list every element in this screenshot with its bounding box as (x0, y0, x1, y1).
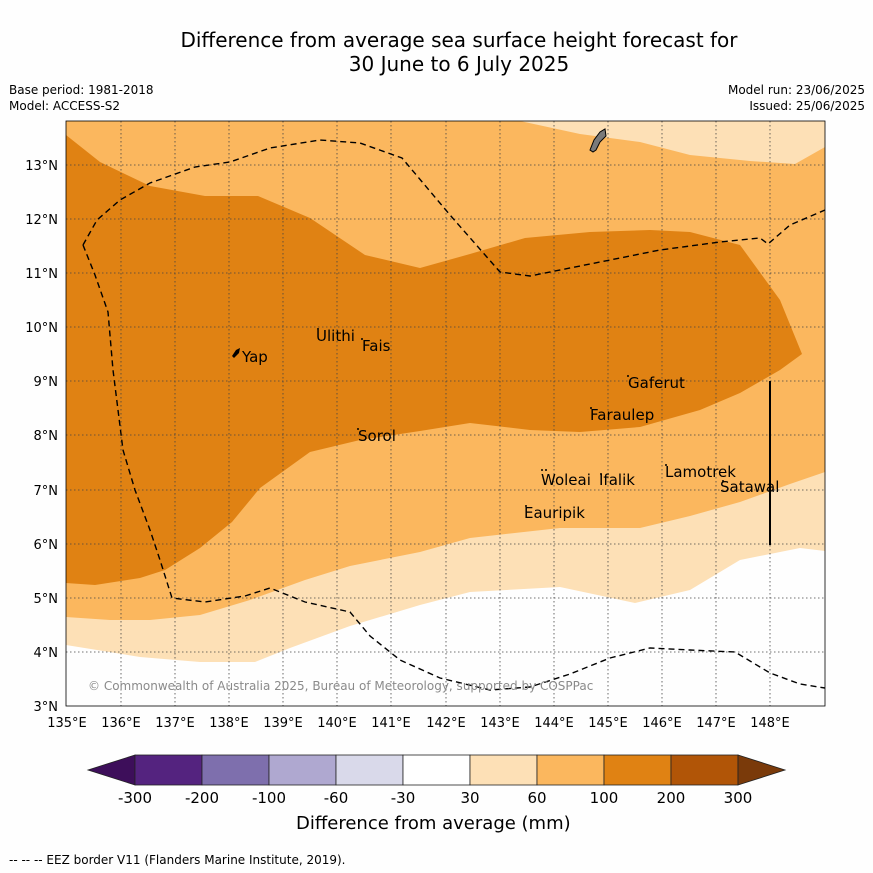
base-period: Base period: 1981-2018 (9, 83, 154, 97)
eez-border (82, 139, 825, 691)
place-lamotrek: Lamotrek (665, 463, 736, 481)
colorbar-label: 30 (460, 789, 479, 807)
meta-right: Model run: 23/06/2025 Issued: 25/06/2025 (728, 82, 865, 114)
lat-tick: 13°N (25, 159, 58, 174)
lon-tick: 146°E (642, 716, 682, 731)
lon-tick: 138°E (209, 716, 249, 731)
band-100-200 (66, 135, 802, 585)
lon-tick: 135°E (47, 716, 87, 731)
island-markers (317, 328, 724, 507)
lat-tick: 4°N (34, 646, 59, 661)
map-title: Difference from average sea surface heig… (0, 28, 873, 76)
colorbar-swatch (402, 754, 471, 786)
lon-tick: 136°E (101, 716, 141, 731)
lon-tick: 139°E (263, 716, 303, 731)
place-satawal: Satawal (720, 478, 779, 496)
colorbar-label: -200 (185, 789, 219, 807)
place-ifalik: Ifalik (599, 471, 635, 489)
lon-tick: 143°E (480, 716, 520, 731)
lon-tick: 147°E (696, 716, 736, 731)
lon-tick-labels: 135°E 136°E 137°E 138°E 139°E 140°E 141°… (47, 716, 790, 731)
lat-tick: 9°N (34, 375, 59, 390)
colorbar-swatch (603, 754, 672, 786)
lat-tick: 6°N (34, 538, 59, 553)
place-faraulep: Faraulep (590, 406, 654, 424)
colorbar: -300 -200 -100 -60 -30 30 60 100 200 300 (86, 754, 787, 807)
colorbar-label: -100 (252, 789, 286, 807)
lat-tick: 7°N (34, 484, 59, 499)
lon-tick: 148°E (750, 716, 790, 731)
colorbar-swatch (268, 754, 337, 786)
place-gaferut: Gaferut (628, 374, 685, 392)
lat-tick: 5°N (34, 592, 59, 607)
map-title-line2: 30 June to 6 July 2025 (348, 52, 570, 76)
copyright-text: © Commonwealth of Australia 2025, Bureau… (88, 679, 593, 693)
colorbar-label: -300 (118, 789, 152, 807)
colorbar-labels: -300 -200 -100 -60 -30 30 60 100 200 300 (118, 789, 752, 807)
meta-left: Base period: 1981-2018 Model: ACCESS-S2 (9, 82, 154, 114)
place-woleai: Woleai (541, 471, 591, 489)
model-run: Model run: 23/06/2025 (727, 83, 865, 97)
lon-tick: 140°E (317, 716, 357, 731)
colorbar-swatch (469, 754, 538, 786)
lat-tick: 11°N (25, 267, 58, 282)
colorbar-title: Difference from average (mm) (296, 813, 571, 834)
place-fais: Fais (362, 337, 391, 355)
eez-footnote: -- -- -- EEZ border V11 (Flanders Marine… (9, 853, 346, 867)
place-labels: Yap Ulithi Fais Gaferut Faraulep Sorol L… (241, 327, 779, 522)
map-frame (65, 120, 826, 707)
lat-tick: 12°N (25, 213, 58, 228)
colorbar-extend-low (86, 754, 136, 786)
lat-tick: 10°N (25, 321, 58, 336)
lon-tick: 145°E (588, 716, 628, 731)
model-name: Model: ACCESS-S2 (9, 99, 121, 113)
place-ulithi: Ulithi (316, 327, 355, 345)
colorbar-label: -60 (324, 789, 349, 807)
colorbar-label: 300 (724, 789, 753, 807)
lon-tick: 141°E (371, 716, 411, 731)
colorbar-extend-high (737, 754, 787, 786)
map-area: Yap Ulithi Fais Gaferut Faraulep Sorol L… (66, 121, 825, 706)
lat-tick-labels: 3°N 4°N 5°N 6°N 7°N 8°N 9°N 10°N 11°N 12… (25, 159, 58, 715)
colorbar-label: 60 (527, 789, 546, 807)
colorbar-label: -30 (391, 789, 416, 807)
lon-tick: 137°E (155, 716, 195, 731)
colorbar-swatch (536, 754, 605, 786)
guam-island (589, 128, 607, 153)
map-title-line1: Difference from average sea surface heig… (180, 28, 738, 52)
colorbar-swatch (201, 754, 270, 786)
colorbar-label: 200 (657, 789, 686, 807)
place-eauripik: Eauripik (524, 504, 585, 522)
colorbar-swatch (335, 754, 404, 786)
lat-tick: 3°N (34, 700, 59, 715)
colorbar-swatch (670, 754, 739, 786)
colorbar-swatch (134, 754, 203, 786)
issued-date: Issued: 25/06/2025 (749, 99, 865, 113)
lon-tick: 142°E (426, 716, 466, 731)
place-yap: Yap (241, 348, 268, 366)
place-sorol: Sorol (358, 427, 396, 445)
lon-tick: 144°E (534, 716, 574, 731)
colorbar-label: 100 (590, 789, 619, 807)
yap-island (232, 348, 240, 358)
lat-tick: 8°N (34, 429, 59, 444)
